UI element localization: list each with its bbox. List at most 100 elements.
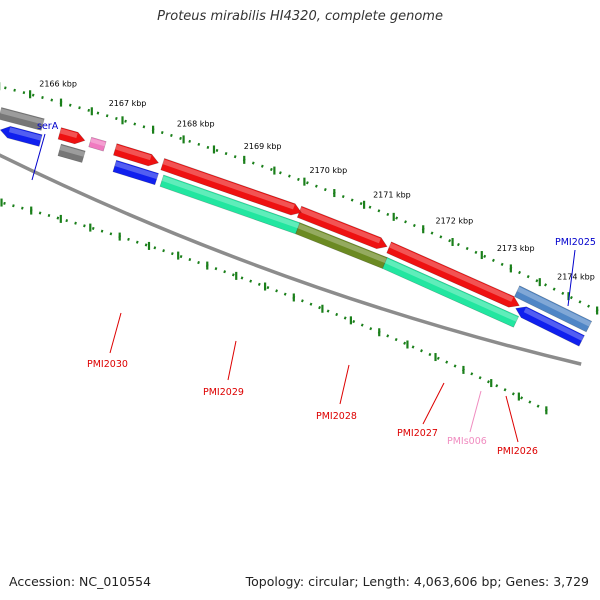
tick-track xyxy=(0,82,599,415)
tick-dot xyxy=(386,212,390,217)
tick-dot xyxy=(65,219,69,223)
tick-dot xyxy=(21,206,24,210)
tick-dot xyxy=(587,304,591,308)
tick-dot xyxy=(269,167,273,172)
scale-label: 2170 kbp xyxy=(310,166,348,175)
scale-label: 2172 kbp xyxy=(435,217,473,226)
tick-dot xyxy=(38,211,42,215)
gene-label-pmi2026: PMI2026 xyxy=(497,446,538,457)
leader-line xyxy=(339,364,350,405)
gene-label-pmis006: PMIs006 xyxy=(447,436,487,447)
tick-dot xyxy=(544,283,547,287)
gene-pmi2027-block xyxy=(112,159,159,186)
tick-dot xyxy=(404,220,407,224)
tick-dot xyxy=(22,91,26,95)
gene-pmi2026-block xyxy=(57,143,86,163)
gene-sera-arrow xyxy=(515,306,585,347)
tick-dot xyxy=(536,404,540,408)
tick-dot xyxy=(448,239,452,243)
scale-label: 2173 kbp xyxy=(497,244,535,253)
tick-dot xyxy=(179,136,182,140)
gene-pmis006-arrow-shine xyxy=(90,138,106,147)
gene-pmi2028-block-shine xyxy=(161,175,300,229)
tick-dot xyxy=(474,250,478,255)
gene-pmi2030-block-shine xyxy=(384,258,519,322)
tick-dot xyxy=(341,194,345,199)
gene-label-pmi2025: PMI2025 xyxy=(555,237,596,248)
scale-label: 2169 kbp xyxy=(244,142,282,151)
gene-label-pmi2028: PMI2028 xyxy=(316,411,357,422)
gene-pmis006-arrow xyxy=(88,136,107,152)
tick-dot xyxy=(456,242,460,247)
gene-label-sera: serA xyxy=(37,121,59,132)
tick-dot xyxy=(170,252,174,256)
tick-dot xyxy=(430,231,434,235)
tick-dot xyxy=(197,142,201,146)
tick-dot xyxy=(179,255,183,259)
tick-dot xyxy=(578,300,582,304)
tick-dot xyxy=(215,148,219,153)
tick-dot xyxy=(214,267,218,271)
tick-dot xyxy=(359,202,363,206)
tick-dot xyxy=(518,270,522,275)
tick-dot xyxy=(445,360,449,364)
tick-dot xyxy=(453,364,457,368)
tick-dot xyxy=(412,223,416,228)
scale-label: 2174 kbp xyxy=(557,272,595,281)
tick-dot xyxy=(465,246,469,251)
tick-dot xyxy=(142,125,146,129)
tick-dot xyxy=(109,232,113,236)
tick-dot xyxy=(420,349,423,353)
tick-dot xyxy=(561,291,565,295)
tick-dot xyxy=(526,275,530,279)
tick-dot xyxy=(288,174,291,178)
tick-dot xyxy=(323,188,327,192)
tick-dot xyxy=(56,216,60,220)
tick-dot xyxy=(251,161,255,165)
tick-dot xyxy=(411,345,415,349)
leader-line xyxy=(422,382,445,425)
tick-dot xyxy=(260,164,264,168)
gene-pmi2027-block-shine xyxy=(114,161,159,180)
tick-dot xyxy=(240,276,244,280)
tick-dot xyxy=(105,114,109,118)
tick-dot xyxy=(297,177,300,181)
gene-pmi2025-block xyxy=(0,107,45,131)
tick-dot xyxy=(124,119,127,123)
scale-label: 2171 kbp xyxy=(373,191,411,200)
tick-dot xyxy=(160,131,164,135)
gene-pmi2030-arrow xyxy=(386,241,520,308)
gene-label-pmi2030: PMI2030 xyxy=(87,359,128,370)
genome-title: Proteus mirabilis HI4320, complete genom… xyxy=(157,9,443,24)
gene-pmi2025-arrow-shine xyxy=(8,127,42,141)
tick-dot xyxy=(50,98,54,102)
leader-line xyxy=(227,340,237,381)
tick-dot xyxy=(133,122,137,126)
genome-backbone xyxy=(0,153,582,366)
tick-dot xyxy=(231,273,235,277)
tick-dot xyxy=(368,205,372,209)
tick-dot xyxy=(31,93,35,97)
tick-dot xyxy=(162,249,165,253)
tick-dot xyxy=(569,295,573,300)
tick-dot xyxy=(335,312,339,317)
gene-sera-arrow-shine xyxy=(523,307,584,341)
leader-line xyxy=(109,312,122,354)
tick-dot xyxy=(135,240,139,244)
gene-pmi2025-arrow xyxy=(0,126,43,147)
tick-dot xyxy=(483,254,487,258)
backbone-line xyxy=(0,153,582,366)
tick-dot xyxy=(127,237,130,241)
gene-pmi2028-block xyxy=(159,174,301,235)
tick-dot xyxy=(100,229,104,233)
tick-dot xyxy=(144,243,148,247)
gene-pmi2026-arrow xyxy=(57,127,86,145)
gene-sera-block-shine xyxy=(517,286,592,327)
scale-labels: 2174 kbp 2173 kbp 2172 kbp 2171 kbp 2170 kbp… xyxy=(39,79,595,281)
tick-dot xyxy=(535,279,539,283)
tick-dot xyxy=(87,108,91,112)
tick-dot xyxy=(96,111,100,115)
tick-dot xyxy=(153,246,157,250)
label-leaders xyxy=(31,133,576,443)
